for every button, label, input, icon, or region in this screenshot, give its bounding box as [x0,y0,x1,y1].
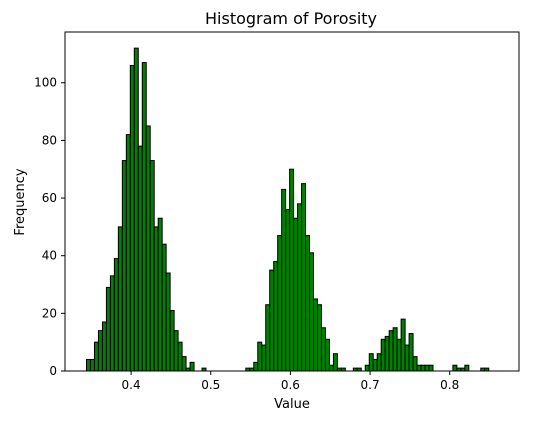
histogram-bar [404,344,410,372]
histogram-bar [161,243,167,372]
histogram-bar [173,330,179,372]
histogram-bar [86,358,91,372]
y-axis-label: Frequency [13,168,28,235]
histogram-bar [177,341,183,372]
histogram-bar [253,361,259,372]
plot-frame [64,31,520,372]
histogram-bars [86,47,490,372]
histogram-bar [452,364,458,372]
histogram-bar [169,309,175,372]
histogram-bar [420,364,426,372]
y-tick-label: 40 [42,249,57,263]
histogram-bar [129,64,135,372]
histogram-bar [89,358,95,372]
histogram-bar [97,330,103,372]
histogram-bar [181,356,187,372]
x-tick-label: 0.7 [361,378,380,392]
x-tick-label: 0.4 [122,378,141,392]
histogram-bar [297,203,303,372]
histogram-bar [125,134,131,372]
histogram-bar [305,235,311,372]
histogram-bar [285,209,291,372]
histogram-bar [133,47,139,372]
y-tick-label: 100 [34,76,57,90]
y-tick-label: 60 [42,191,57,205]
y-tick-label: 20 [42,306,57,320]
histogram-bar [277,235,283,372]
histogram-bar [113,258,119,372]
histogram-bar [257,341,263,372]
x-tick-label: 0.6 [281,378,300,392]
histogram-bar [313,298,318,372]
histogram-bar [105,286,111,372]
histogram-bar [293,217,299,372]
histogram-bar [376,353,382,372]
histogram-bar [368,353,374,372]
histogram-bar [117,226,123,372]
histogram-bar [121,160,127,372]
histogram-bar [328,364,334,372]
histogram-bar [424,364,430,372]
histogram-bar [464,364,470,372]
histogram-bar [165,272,171,372]
histogram-bar [301,183,307,372]
histogram-bar [289,168,295,372]
histogram-bar [145,125,151,372]
histogram-bar [372,358,378,372]
histogram-bar [189,361,195,372]
histogram-bar [384,335,390,372]
histogram-bar [93,341,99,372]
y-axis-ticks: 0 20 40 60 80 100 [34,76,65,378]
histogram-bar [261,344,267,372]
histogram-bar [269,269,275,372]
histogram-bar [109,275,115,372]
histogram-bar [273,260,279,372]
histogram-bar [316,304,322,372]
histogram-bar [281,188,287,372]
x-tick-label: 0.8 [440,378,459,392]
x-axis-label: Value [274,397,310,412]
histogram-bar [380,338,386,372]
histogram-bar [309,252,314,372]
histogram-bar [101,321,107,372]
histogram-bar [428,364,434,372]
histogram-bar [137,145,143,372]
histogram-bar [332,353,338,372]
y-tick-label: 80 [42,133,57,147]
histogram-bar [157,217,163,372]
histogram-bar [324,338,330,372]
chart-title: Histogram of Porosity [205,9,377,28]
histogram-bar [416,364,422,372]
histogram-bar [320,327,326,372]
histogram-bar [400,318,406,372]
histogram-bar [364,364,370,372]
histogram-bar [396,338,402,372]
y-tick-label: 0 [49,364,57,378]
histogram-bar [412,356,418,372]
histogram-bar [141,62,147,372]
x-tick-label: 0.5 [201,378,220,392]
histogram-bar [388,330,394,372]
histogram-bar [149,160,155,372]
histogram-bar [392,327,398,372]
x-axis-ticks: 0.4 0.5 0.6 0.7 0.8 [122,371,459,392]
histogram-bar [408,333,414,372]
histogram-bar [265,304,271,372]
histogram-bar [153,226,159,372]
